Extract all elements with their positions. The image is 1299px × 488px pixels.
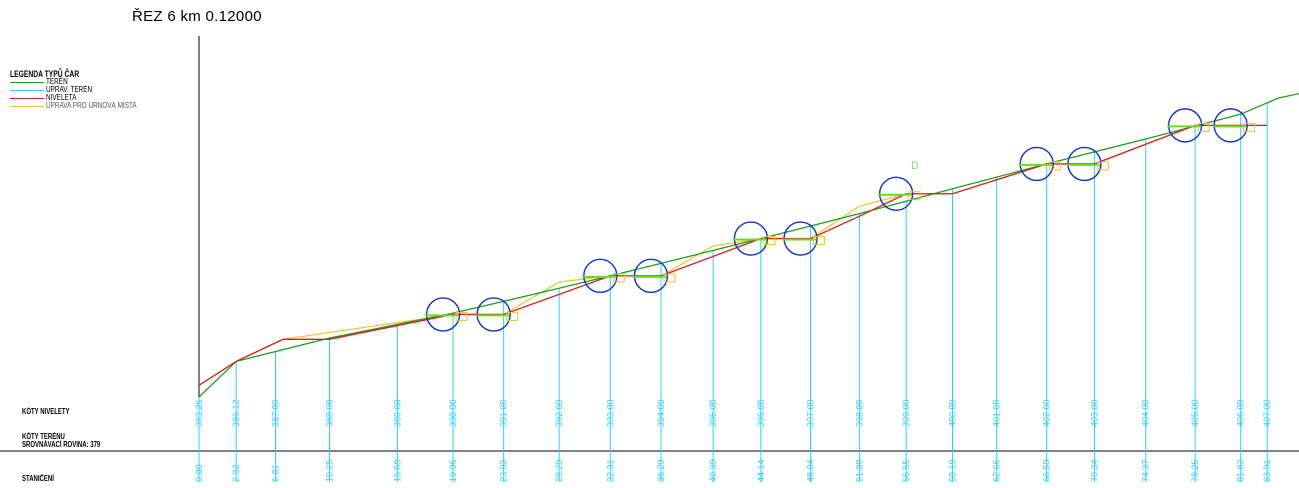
- terrain-height-label: 392.00: [554, 399, 564, 427]
- urn-place-step: [813, 236, 826, 246]
- station-label: 66.59: [1042, 459, 1052, 482]
- section-marker-label: D: [911, 160, 919, 172]
- terrain-height-label: 388.00: [324, 399, 334, 427]
- station-label: 78.25: [1190, 459, 1200, 482]
- legend-swatch-urn-places: [10, 106, 44, 107]
- legend-label-terrain: TERÉN: [46, 77, 68, 86]
- legend-swatch-terrain: [10, 82, 44, 83]
- row-label-niveleta-heights: KÓTY NIVELETY: [22, 407, 70, 416]
- station-label: 36.29: [656, 459, 666, 482]
- terrain-height-label: 407.00: [1262, 399, 1272, 427]
- row-label-terrain-heights: KÓTY TERÉNU: [22, 432, 65, 441]
- terrain-height-label: 396.00: [756, 399, 766, 427]
- terrain-height-label: 402.00: [1042, 399, 1052, 427]
- station-label: 6.01: [271, 464, 281, 482]
- terrain-height-label: 405.00: [1190, 399, 1200, 427]
- legend-label-adjusted-terrain: UPRAV. TERÉN: [46, 85, 93, 94]
- terrain-height-label: 400.00: [947, 399, 957, 427]
- station-label: 10.25: [324, 459, 334, 482]
- station-label: 2.92: [231, 464, 241, 482]
- terrain-height-label: 383.26: [194, 399, 204, 427]
- niveleta-line: [198, 124, 1268, 386]
- urn-place-step: [763, 236, 776, 246]
- station-label: 28.29: [554, 459, 564, 482]
- station-label: 51.88: [854, 459, 864, 482]
- station-label: 83.91: [1262, 459, 1272, 482]
- station-label: 70.34: [1089, 459, 1099, 482]
- station-label: 0.00: [194, 464, 204, 482]
- terrain-height-label: 399.00: [901, 399, 911, 427]
- station-label: 32.31: [605, 459, 615, 482]
- urn-place-step: [1049, 161, 1062, 171]
- urn-place-step: [506, 311, 519, 321]
- urn-place-step: [1243, 122, 1256, 132]
- station-label: 23.93: [499, 459, 509, 482]
- terrain-height-label: 398.00: [854, 399, 864, 427]
- urn-place-step: [908, 191, 921, 201]
- legend-label-urn-places: ÚPRAVA PRO URNOVÁ MÍSTA: [46, 101, 137, 110]
- station-label: 62.66: [992, 459, 1002, 482]
- terrain-height-label: 406.00: [1236, 399, 1246, 427]
- terrain-height-label: 393.00: [605, 399, 615, 427]
- row-label-datum: SROVNÁVACÍ ROVINA: 379: [22, 440, 101, 449]
- urn-place-step: [1197, 122, 1210, 132]
- urn-adjustment-line: [198, 124, 1268, 386]
- station-label: 15.59: [392, 459, 402, 482]
- legend-swatch-niveleta: [10, 98, 44, 99]
- terrain-height-label: 397.00: [806, 399, 816, 427]
- terrain-height-label: 404.00: [1141, 399, 1151, 427]
- terrain-height-label: 387.00: [271, 399, 281, 427]
- terrain-height-label: 401.00: [992, 399, 1002, 427]
- station-label: 55.55: [901, 459, 911, 482]
- station-label: 59.19: [947, 459, 957, 482]
- terrain-height-label: 389.00: [392, 399, 402, 427]
- urn-place-step: [663, 273, 676, 283]
- station-label: 74.37: [1141, 459, 1151, 482]
- terrain-line: [198, 92, 1299, 398]
- urn-place-step: [455, 311, 468, 321]
- legend-label-niveleta: NIVELETA: [46, 93, 77, 102]
- terrain-height-label: 394.00: [656, 399, 666, 427]
- terrain-height-label: 391.00: [499, 399, 509, 427]
- urn-place-step: [1096, 161, 1109, 171]
- terrain-height-label: 386.12: [231, 399, 241, 427]
- urn-place-step: [612, 273, 625, 283]
- station-label: 81.83: [1236, 459, 1246, 482]
- legend-title: LEGENDA TYPŮ ČAR: [10, 69, 80, 79]
- row-label-stationing: STANIČENÍ: [22, 474, 54, 483]
- station-label: 48.04: [806, 459, 816, 482]
- terrain-height-label: 390.00: [448, 399, 458, 427]
- station-label: 44.14: [756, 459, 766, 482]
- terrain-height-label: 403.00: [1089, 399, 1099, 427]
- section-title: ŘEZ 6 km 0.12000: [132, 8, 262, 25]
- terrain-height-label: 395.00: [708, 399, 718, 427]
- legend-swatch-adjusted-terrain: [10, 90, 44, 91]
- station-label: 40.39: [708, 459, 718, 482]
- station-label: 19.96: [448, 459, 458, 482]
